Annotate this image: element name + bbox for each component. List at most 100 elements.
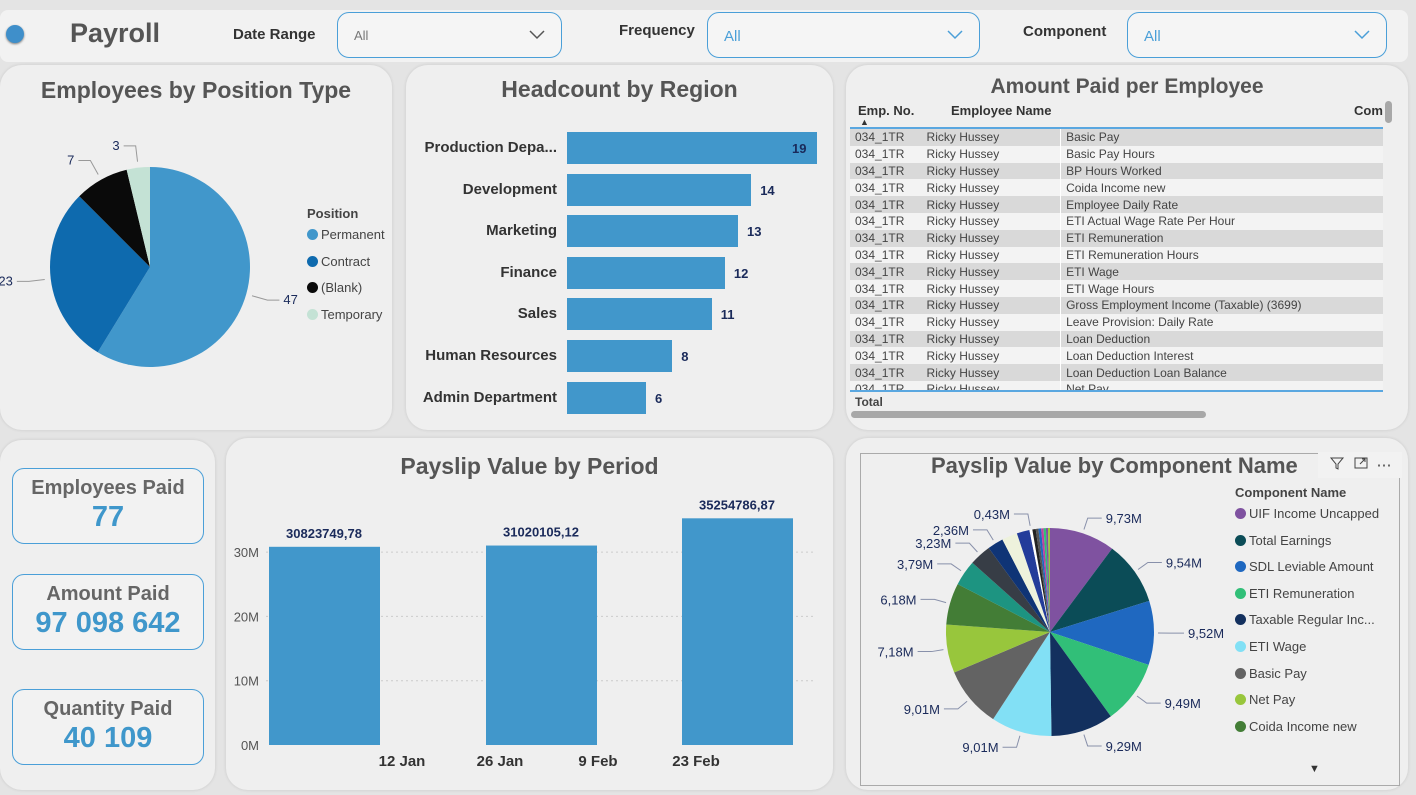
table-cell: 034_1TR <box>855 197 905 212</box>
table-row[interactable]: 034_1TR Ricky Hussey ETI Actual Wage Rate … <box>850 212 1383 230</box>
bar[interactable] <box>567 173 752 206</box>
pie-slice[interactable] <box>1016 530 1050 632</box>
table-row[interactable]: 034_1TR Ricky Hussey Leave Provision: Dail… <box>850 313 1383 331</box>
table-row[interactable]: 034_1TR Ricky Hussey ETI Remuneration <box>850 229 1383 247</box>
pie-slice[interactable] <box>1050 528 1113 632</box>
pie-slice[interactable] <box>126 167 150 267</box>
pie-slice[interactable] <box>1041 528 1050 632</box>
table-cell: Ricky Hussey <box>926 382 1000 392</box>
pie-slice[interactable] <box>957 562 1050 632</box>
legend-item[interactable]: (Blank) <box>307 280 362 295</box>
legend-scroll-down-icon[interactable]: ▼ <box>1309 763 1320 775</box>
table-cell: Leave Provision: Daily Rate <box>1060 313 1383 331</box>
pie-slice[interactable] <box>1045 528 1050 632</box>
table-cell: ETI Wage <box>1060 263 1383 281</box>
more-options-icon[interactable]: ⋯ <box>1376 457 1392 474</box>
table-row[interactable]: 034_1TR Ricky Hussey Basic Pay Hours <box>850 145 1383 163</box>
table-cell: 034_1TR <box>855 147 905 162</box>
table-cell: Basic Pay Hours <box>1060 145 1383 163</box>
pie-slice[interactable] <box>954 632 1050 720</box>
pie-slice[interactable] <box>1002 533 1050 632</box>
leader-line <box>917 649 944 653</box>
horizontal-scrollbar[interactable] <box>851 411 1206 418</box>
bar[interactable] <box>567 381 646 414</box>
legend-item[interactable]: Coida Income new <box>1235 719 1357 734</box>
legend-item[interactable]: Temporary <box>307 307 382 322</box>
table-row[interactable]: 034_1TR Ricky Hussey Loan Deduction <box>850 330 1383 348</box>
table-row[interactable]: 034_1TR Ricky Hussey ETI Remuneration Hour… <box>850 246 1383 264</box>
legend-item[interactable]: UIF Income Uncapped <box>1235 506 1379 521</box>
legend-marker <box>1235 508 1246 519</box>
leader-line <box>1136 695 1161 704</box>
bar[interactable] <box>567 340 673 372</box>
pie-slice[interactable] <box>1032 528 1050 632</box>
pie-slice[interactable] <box>1050 600 1154 665</box>
legend-item[interactable]: ETI Remuneration <box>1235 586 1355 601</box>
bar[interactable] <box>269 546 380 745</box>
legend-item[interactable]: Net Pay <box>1235 692 1295 707</box>
table-row[interactable]: 034_1TR Ricky Hussey ETI Wage <box>850 263 1383 281</box>
pie-slice[interactable] <box>946 584 1050 632</box>
table-cell: Ricky Hussey <box>926 197 1000 212</box>
column-header-emp-no[interactable]: Emp. No. <box>858 103 915 118</box>
table-row[interactable]: 034_1TR Ricky Hussey Net Pay <box>850 380 1383 392</box>
legend-item[interactable]: Taxable Regular Inc... <box>1235 612 1375 627</box>
table-row[interactable]: 034_1TR Ricky Hussey Employee Daily Rate <box>850 196 1383 213</box>
pie-slice[interactable] <box>972 547 1050 632</box>
bar[interactable] <box>567 298 712 331</box>
category-label: Marketing <box>486 222 557 240</box>
column-header-component[interactable]: Com <box>1354 103 1383 118</box>
data-label: 9,49M <box>1165 696 1201 711</box>
frequency-dropdown[interactable]: All <box>707 12 980 58</box>
pie-slice[interactable] <box>1050 632 1149 717</box>
table-row[interactable]: 034_1TR Ricky Hussey Coida Income new <box>850 179 1383 197</box>
pie-slice[interactable] <box>1043 528 1050 632</box>
bar[interactable] <box>567 215 739 248</box>
legend-item[interactable]: Basic Pay <box>1235 666 1307 681</box>
pie-slice[interactable] <box>1050 632 1111 736</box>
table-row[interactable]: 034_1TR Ricky Hussey Loan Deduction Intere… <box>850 347 1383 365</box>
chevron-down-icon <box>529 30 545 40</box>
pie-slice[interactable] <box>946 624 1050 673</box>
data-label: 6,18M <box>880 592 916 607</box>
legend-label: Temporary <box>321 306 383 322</box>
table-row[interactable]: 034_1TR Ricky Hussey ETI Wage Hours <box>850 280 1383 297</box>
pie-slice[interactable] <box>993 632 1052 736</box>
pie-slice[interactable] <box>1035 528 1050 632</box>
pie-slice[interactable] <box>1047 528 1050 632</box>
bar[interactable] <box>567 132 817 164</box>
pie-slice[interactable] <box>97 167 250 367</box>
pie-slice[interactable] <box>79 169 150 267</box>
leader-line <box>251 295 280 301</box>
legend-item[interactable]: SDL Leviable Amount <box>1235 559 1374 574</box>
date-range-dropdown[interactable]: All <box>337 12 562 58</box>
bar[interactable] <box>567 256 725 289</box>
bar[interactable] <box>486 545 597 745</box>
legend-item[interactable]: Permanent <box>307 227 385 242</box>
filter-icon[interactable] <box>1329 455 1345 475</box>
table-cell: 034_1TR <box>855 180 905 195</box>
component-pie-chart: 9,73M 9,54M 9,52M 9,49M 9,29M 9,01M 9,01M 7,18M… <box>877 507 1224 755</box>
table-cell: BP Hours Worked <box>1060 162 1383 180</box>
table-row[interactable]: 034_1TR Ricky Hussey Basic Pay <box>850 129 1383 146</box>
kpi-quantity-paid: Quantity Paid 40 109 <box>12 689 204 765</box>
table-row[interactable]: 034_1TR Ricky Hussey Gross Employment Inco… <box>850 296 1383 314</box>
focus-mode-icon[interactable] <box>1353 455 1369 475</box>
component-dropdown[interactable]: All <box>1127 12 1387 58</box>
pie-slice[interactable] <box>1029 529 1050 632</box>
legend-item[interactable]: Contract <box>307 254 370 269</box>
table-cell: Ricky Hussey <box>926 214 1000 229</box>
column-header-employee-name[interactable]: Employee Name <box>951 103 1052 118</box>
pie-slice[interactable] <box>1050 548 1150 632</box>
data-label: 9,29M <box>1106 739 1142 754</box>
legend-item[interactable]: Total Earnings <box>1235 533 1331 548</box>
table-row[interactable]: 034_1TR Ricky Hussey BP Hours Worked <box>850 162 1383 180</box>
vertical-scrollbar[interactable] <box>1385 101 1392 123</box>
pie-slice[interactable] <box>988 539 1050 632</box>
pie-slice[interactable] <box>50 196 150 353</box>
table-cell: 034_1TR <box>855 130 905 145</box>
legend-item[interactable]: ETI Wage <box>1235 639 1306 654</box>
table-row[interactable]: 034_1TR Ricky Hussey Loan Deduction Loan B… <box>850 364 1383 381</box>
bar[interactable] <box>682 518 793 745</box>
pie-slice[interactable] <box>1038 528 1050 632</box>
